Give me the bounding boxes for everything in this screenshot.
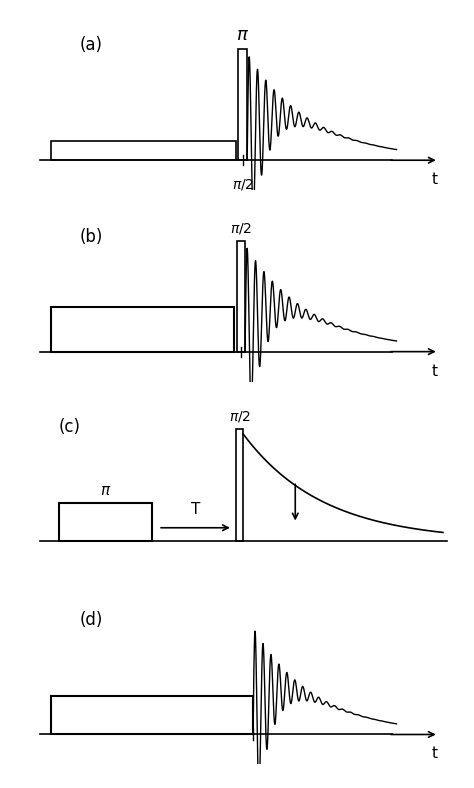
Text: $\pi/2$: $\pi/2$ xyxy=(228,409,251,424)
Text: t: t xyxy=(431,172,438,188)
Text: $\pi$: $\pi$ xyxy=(100,483,111,499)
Text: $\pi$: $\pi$ xyxy=(236,26,249,44)
Bar xyxy=(236,429,243,541)
Text: T: T xyxy=(191,503,200,518)
Bar xyxy=(51,307,234,351)
Text: (a): (a) xyxy=(80,36,103,54)
Bar xyxy=(59,504,152,541)
Bar xyxy=(238,49,247,160)
Bar xyxy=(237,240,245,351)
Bar xyxy=(51,696,253,734)
Text: t: t xyxy=(431,746,438,761)
Text: (b): (b) xyxy=(80,228,103,246)
Text: (c): (c) xyxy=(59,418,81,437)
Text: t: t xyxy=(431,363,438,378)
Text: $\pi/2$: $\pi/2$ xyxy=(230,221,252,236)
Text: (d): (d) xyxy=(80,611,103,629)
Bar xyxy=(51,141,236,160)
Text: $\pi/2$: $\pi/2$ xyxy=(232,177,254,192)
